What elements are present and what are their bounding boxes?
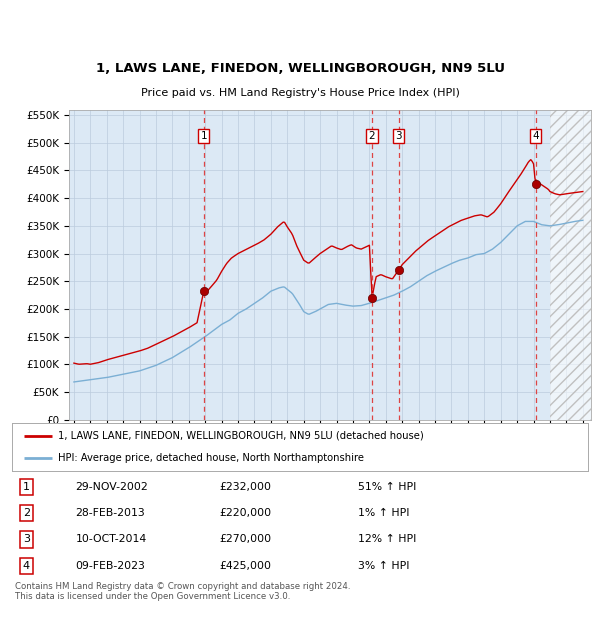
Text: 4: 4: [23, 560, 30, 570]
Text: 28-FEB-2013: 28-FEB-2013: [76, 508, 145, 518]
Text: 1, LAWS LANE, FINEDON, WELLINGBOROUGH, NN9 5LU: 1, LAWS LANE, FINEDON, WELLINGBOROUGH, N…: [95, 63, 505, 76]
Text: 12% ↑ HPI: 12% ↑ HPI: [358, 534, 416, 544]
Text: 10-OCT-2014: 10-OCT-2014: [76, 534, 146, 544]
Text: 2: 2: [23, 508, 30, 518]
Text: Price paid vs. HM Land Registry's House Price Index (HPI): Price paid vs. HM Land Registry's House …: [140, 89, 460, 99]
Text: 51% ↑ HPI: 51% ↑ HPI: [358, 482, 416, 492]
Text: 3% ↑ HPI: 3% ↑ HPI: [358, 560, 409, 570]
Text: 1% ↑ HPI: 1% ↑ HPI: [358, 508, 409, 518]
Text: 2: 2: [369, 131, 376, 141]
Text: 3: 3: [23, 534, 30, 544]
Text: £425,000: £425,000: [220, 560, 271, 570]
Text: HPI: Average price, detached house, North Northamptonshire: HPI: Average price, detached house, Nort…: [58, 453, 364, 463]
Text: 1, LAWS LANE, FINEDON, WELLINGBOROUGH, NN9 5LU (detached house): 1, LAWS LANE, FINEDON, WELLINGBOROUGH, N…: [58, 431, 424, 441]
Text: 3: 3: [395, 131, 402, 141]
Text: £232,000: £232,000: [220, 482, 271, 492]
Text: 1: 1: [200, 131, 207, 141]
Text: 09-FEB-2023: 09-FEB-2023: [76, 560, 145, 570]
Text: £270,000: £270,000: [220, 534, 271, 544]
Text: 29-NOV-2002: 29-NOV-2002: [76, 482, 148, 492]
Text: 1: 1: [23, 482, 30, 492]
Text: £220,000: £220,000: [220, 508, 271, 518]
Text: Contains HM Land Registry data © Crown copyright and database right 2024.
This d: Contains HM Land Registry data © Crown c…: [15, 582, 350, 601]
Text: 4: 4: [532, 131, 539, 141]
